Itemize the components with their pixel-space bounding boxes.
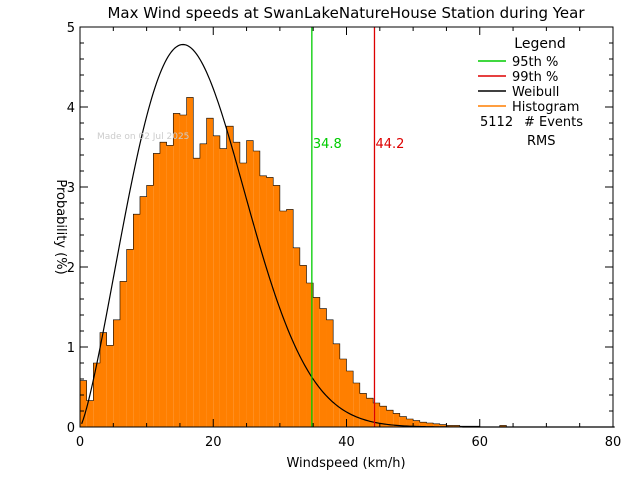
y-tick-label: 5 bbox=[67, 21, 75, 36]
histogram-bar bbox=[453, 425, 460, 427]
histogram-bar bbox=[119, 281, 127, 427]
histogram-bar bbox=[246, 140, 254, 427]
x-tick-label: 0 bbox=[76, 435, 84, 450]
percentile-value-label: 34.8 bbox=[313, 137, 342, 152]
histogram-bar bbox=[219, 148, 227, 427]
legend: Legend 95th % 99th % Weibull Histogram 5… bbox=[478, 36, 583, 149]
legend-label-histogram: Histogram bbox=[512, 100, 579, 115]
histogram-bar bbox=[193, 158, 200, 427]
histogram-bar bbox=[133, 214, 140, 427]
histogram-bar bbox=[393, 413, 400, 427]
histogram-bar bbox=[239, 163, 247, 427]
histogram-bar bbox=[346, 371, 354, 427]
histogram-bar bbox=[266, 177, 274, 427]
x-tick-label: 60 bbox=[471, 435, 488, 450]
histogram-bar bbox=[126, 249, 134, 427]
y-tick-label: 2 bbox=[67, 261, 75, 276]
histogram-bar bbox=[139, 196, 147, 427]
histogram-bar bbox=[299, 265, 307, 427]
x-axis-label: Windspeed (km/h) bbox=[286, 456, 405, 471]
x-tick-label: 40 bbox=[338, 435, 355, 450]
histogram-bar bbox=[233, 142, 240, 427]
histogram-bar bbox=[413, 420, 420, 427]
histogram-bar bbox=[173, 113, 180, 428]
legend-events-count: 5112 bbox=[480, 115, 513, 130]
legend-events-label: # Events bbox=[524, 115, 583, 130]
histogram-bar bbox=[93, 363, 100, 427]
histogram-bar bbox=[419, 422, 427, 427]
histogram-bar bbox=[326, 319, 334, 427]
axis-ticks: 0 20 40 60 80 0 1 2 3 4 5 bbox=[67, 21, 622, 450]
histogram-bar bbox=[386, 410, 394, 427]
histogram-bar bbox=[113, 319, 120, 427]
watermark: Made on 02 Jul 2025 bbox=[97, 132, 189, 142]
histogram-bar bbox=[313, 297, 320, 427]
chart-title: Max Wind speeds at SwanLakeNatureHouse S… bbox=[107, 4, 585, 22]
histogram-bar bbox=[306, 283, 314, 427]
histogram-bar bbox=[426, 423, 434, 427]
histogram-bar bbox=[286, 209, 294, 427]
histogram-bar bbox=[153, 153, 160, 427]
histogram-bar bbox=[446, 425, 454, 427]
histogram-outline bbox=[79, 97, 613, 428]
y-tick-label: 0 bbox=[67, 421, 75, 436]
percentile-lines: 34.8 44.2 bbox=[311, 27, 404, 427]
histogram-bar bbox=[319, 308, 327, 427]
histogram-bar bbox=[146, 185, 154, 427]
histogram-bar bbox=[359, 393, 367, 427]
legend-label-95th: 95th % bbox=[512, 55, 558, 70]
histogram-bar bbox=[253, 151, 260, 427]
x-tick-label: 20 bbox=[205, 435, 222, 450]
histogram-bar bbox=[213, 135, 220, 428]
legend-label-weibull: Weibull bbox=[512, 85, 559, 100]
histogram-bar bbox=[339, 359, 347, 427]
histogram-bar bbox=[353, 383, 360, 427]
histogram-bar bbox=[206, 118, 214, 427]
x-tick-label: 80 bbox=[605, 435, 622, 450]
histogram-bar bbox=[159, 142, 167, 427]
histogram-bar bbox=[293, 247, 300, 427]
histogram-bar bbox=[179, 115, 187, 427]
histogram-bar bbox=[366, 398, 374, 427]
histogram-bar bbox=[373, 403, 380, 427]
histogram-bar bbox=[439, 424, 447, 427]
percentile-value-label: 44.2 bbox=[375, 137, 404, 152]
histogram-bar bbox=[86, 400, 94, 427]
histogram-bar bbox=[273, 185, 280, 427]
histogram-bar bbox=[379, 406, 387, 427]
histogram-bar bbox=[226, 126, 234, 427]
histogram-bar bbox=[399, 416, 407, 427]
histogram-bar bbox=[166, 145, 174, 427]
y-axis-label: Probability (%) bbox=[53, 179, 68, 274]
histogram-bar bbox=[259, 175, 267, 427]
legend-title: Legend bbox=[514, 36, 565, 52]
histogram-bar bbox=[499, 425, 507, 427]
histogram-bar bbox=[333, 343, 340, 427]
histogram-bar bbox=[433, 423, 440, 427]
histogram-bar bbox=[99, 332, 107, 427]
histogram-bar bbox=[186, 97, 194, 428]
histogram-bar bbox=[80, 380, 87, 427]
legend-rms-label: RMS bbox=[527, 134, 556, 149]
histogram-bar bbox=[406, 419, 414, 427]
y-tick-label: 4 bbox=[67, 101, 75, 116]
legend-label-99th: 99th % bbox=[512, 70, 558, 85]
y-tick-label: 1 bbox=[67, 341, 75, 356]
histogram-bar bbox=[106, 345, 114, 427]
y-tick-label: 3 bbox=[67, 181, 75, 196]
histogram-bar bbox=[199, 143, 207, 428]
